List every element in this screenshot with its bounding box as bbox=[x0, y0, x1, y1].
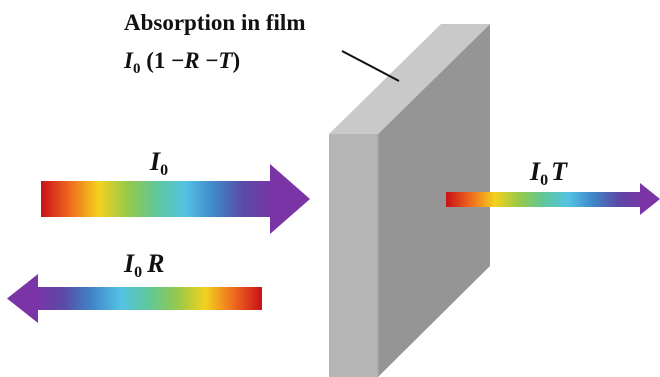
film-front-face bbox=[329, 134, 378, 377]
reflected-beam-body bbox=[36, 287, 262, 310]
reflected-beam-arrow bbox=[7, 274, 262, 323]
absorption-formula-t: T bbox=[218, 48, 233, 73]
absorption-title: Absorption in film bbox=[124, 10, 305, 35]
reflected-label-subscript: 0 bbox=[134, 264, 142, 281]
absorption-formula-symbol: I bbox=[123, 48, 134, 73]
reflected-label-factor: R bbox=[146, 249, 164, 278]
incident-label-subscript: 0 bbox=[160, 162, 168, 179]
transmitted-beam-arrow bbox=[446, 183, 660, 215]
absorption-formula: I0 (1 −R −T) bbox=[123, 48, 240, 77]
film-side-face bbox=[378, 24, 490, 377]
incident-beam-arrow bbox=[41, 164, 310, 234]
transmitted-label-symbol: I bbox=[529, 157, 541, 186]
film-top-face bbox=[329, 24, 490, 134]
absorption-formula-close: ) bbox=[232, 48, 240, 73]
incident-arrowhead bbox=[270, 164, 310, 234]
incident-label: I0 bbox=[149, 147, 168, 179]
absorption-formula-minus: − bbox=[200, 48, 219, 73]
incident-beam-body bbox=[41, 181, 272, 217]
thin-film-slab bbox=[329, 24, 490, 377]
absorption-pointer-line bbox=[341, 50, 400, 82]
transmitted-label-subscript: 0 bbox=[540, 172, 548, 189]
reflected-label: I0 R bbox=[123, 249, 164, 281]
absorption-formula-open: (1 − bbox=[140, 48, 184, 73]
transmitted-label: I0 T bbox=[529, 157, 568, 189]
absorption-formula-subscript: 0 bbox=[133, 61, 141, 77]
reflected-label-symbol: I bbox=[123, 249, 135, 278]
transmitted-arrowhead bbox=[640, 183, 660, 215]
absorption-formula-r: R bbox=[183, 48, 199, 73]
incident-label-symbol: I bbox=[149, 147, 161, 176]
reflected-arrowhead bbox=[7, 274, 38, 323]
transmitted-beam-body bbox=[446, 192, 642, 207]
transmitted-label-factor: T bbox=[551, 157, 568, 186]
